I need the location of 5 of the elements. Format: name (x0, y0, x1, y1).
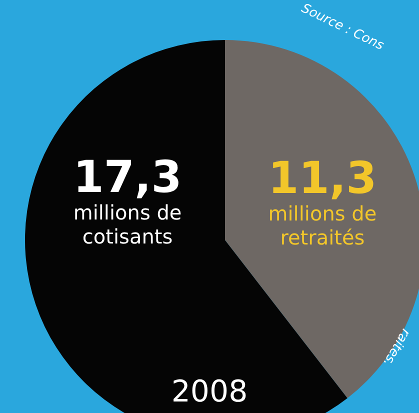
slice-label: millions de cotisants (73, 200, 182, 248)
data-label: 11,3 (268, 153, 377, 204)
data-label: 17,3 (73, 152, 182, 203)
text: 2008 (171, 374, 248, 410)
slice-label: millions de retraités (268, 202, 377, 250)
